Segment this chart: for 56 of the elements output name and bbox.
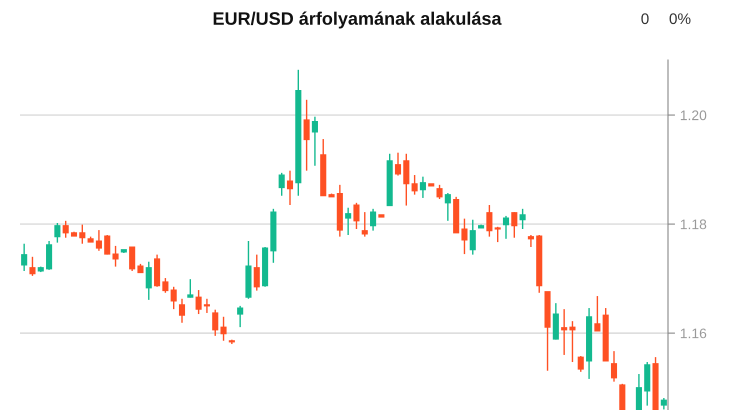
candlestick: [444, 192, 451, 222]
candlestick: [312, 116, 318, 166]
candlestick: [461, 218, 468, 255]
candlestick: [178, 298, 186, 324]
candlestick: [370, 208, 376, 232]
candlestick: [403, 153, 410, 206]
candlestick: [104, 234, 110, 256]
candlestick: [254, 254, 260, 292]
candlestick: [196, 289, 202, 315]
candlestick: [578, 355, 584, 373]
candlestick: [394, 152, 402, 176]
candlestick: [610, 350, 618, 382]
chart-title: EUR/USD árfolyamának alakulása: [214, 12, 502, 28]
candlestick: [62, 220, 69, 238]
candlestick: [162, 277, 168, 294]
candlestick: [212, 308, 218, 337]
candlestick: [636, 373, 642, 410]
text: 0: [641, 13, 649, 24]
candlestick: [520, 208, 526, 230]
candlestick: [237, 305, 244, 328]
candlestick: [502, 215, 510, 240]
candlestick: [220, 316, 227, 342]
candlestick: [54, 222, 60, 244]
candlestick: [470, 219, 476, 256]
candlestick: [528, 234, 534, 248]
y-tick-label: 1.20: [680, 110, 706, 120]
y-tick-label: 1.16: [680, 328, 706, 338]
candlestick: [412, 174, 418, 196]
candlestick: [187, 278, 194, 298]
candlestick: [46, 240, 52, 271]
candlestick: [146, 261, 152, 301]
candlestick: [286, 170, 294, 206]
candlestick: [569, 320, 576, 363]
candlestick: [420, 176, 426, 199]
candlestick: [29, 256, 36, 277]
candlestick: [204, 298, 210, 314]
candlestick: [170, 286, 177, 310]
candlestick: [561, 308, 568, 356]
y-tick-label: 1.18: [680, 219, 706, 230]
candlestick: [660, 397, 667, 410]
candlestick: [304, 99, 310, 172]
candlestick: [594, 295, 600, 332]
candlestick: [511, 211, 518, 238]
candlestick: [21, 243, 28, 272]
candlestick: [362, 211, 368, 238]
candlestick: [79, 224, 86, 244]
candlestick: [486, 204, 492, 238]
candlestick: [353, 202, 360, 230]
candlestick: [129, 246, 136, 272]
candlestick: [436, 184, 443, 200]
candlestick: [345, 207, 352, 236]
text: 0%: [670, 13, 690, 24]
candlestick: [278, 172, 285, 196]
candlestick: [96, 229, 102, 252]
candlestick: [112, 245, 119, 268]
candlestick: [494, 226, 501, 243]
